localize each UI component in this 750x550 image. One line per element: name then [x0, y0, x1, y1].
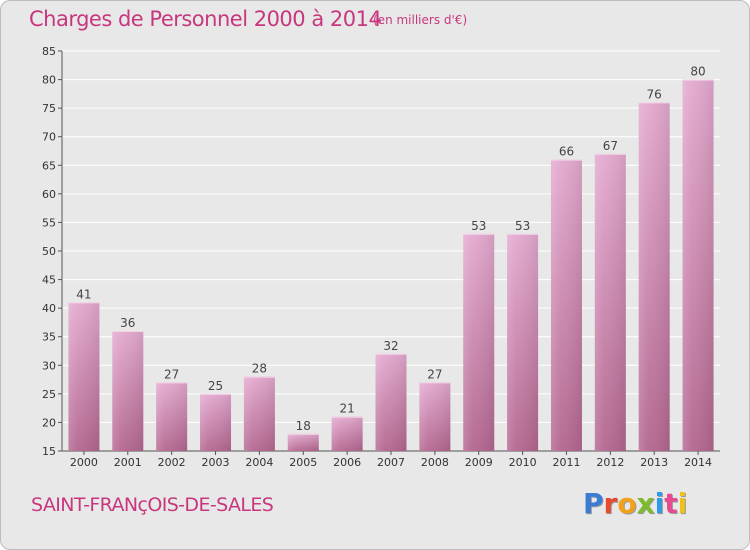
bar-shine	[507, 233, 539, 451]
y-tick-label: 20	[42, 416, 56, 429]
bars	[68, 79, 714, 452]
data-labels: 41 36 27 25 28 18 21 32 27 53 53 66 67 76 80	[76, 65, 705, 433]
chart-title: Charges de Personnel 2000 à 2014	[29, 7, 382, 31]
x-tick-label: 2011	[552, 456, 580, 469]
x-tick-label: 2012	[596, 456, 624, 469]
x-tick-label: 2008	[421, 456, 449, 469]
bar-shine	[112, 331, 144, 451]
y-tick-label: 25	[42, 388, 56, 401]
x-tick-label: 2014	[684, 456, 712, 469]
data-label: 41	[76, 287, 91, 301]
y-tick-label: 15	[42, 445, 56, 458]
data-label: 32	[383, 339, 398, 353]
bar-shine	[156, 382, 188, 451]
logo-letter: i	[677, 487, 688, 520]
y-tick-label: 80	[42, 74, 56, 87]
data-label: 67	[603, 139, 618, 153]
logo-letter: i	[654, 487, 665, 520]
y-tick-label: 35	[42, 331, 56, 344]
data-label: 53	[471, 219, 486, 233]
logo-letter: P	[583, 487, 604, 520]
bar-shine	[200, 393, 232, 451]
proxiti-logo: Proxiti	[583, 487, 687, 520]
data-label: 66	[559, 145, 574, 159]
logo-letter: t	[664, 487, 678, 520]
logo-letter: o	[617, 487, 637, 520]
data-label: 80	[690, 65, 705, 79]
bar-shine	[375, 353, 407, 451]
data-label: 28	[252, 362, 267, 376]
bar-shine	[331, 416, 363, 451]
x-tick-label: 2001	[114, 456, 142, 469]
data-label: 53	[515, 219, 530, 233]
logo-letter: r	[603, 487, 618, 520]
commune-name: SAINT-FRANçOIS-DE-SALES	[31, 494, 274, 516]
x-tick-label: 2003	[202, 456, 230, 469]
data-label: 25	[208, 379, 223, 393]
bar-shine	[243, 376, 275, 451]
data-label: 21	[339, 402, 354, 416]
bar-shine	[419, 382, 451, 451]
data-label: 36	[120, 316, 135, 330]
x-tick-label: 2013	[640, 456, 668, 469]
logo-letter: x	[636, 487, 655, 520]
x-tick-label: 2010	[509, 456, 537, 469]
data-label: 27	[164, 367, 179, 381]
x-tick-label: 2005	[289, 456, 317, 469]
y-tick-label: 70	[42, 131, 56, 144]
y-tick-label: 50	[42, 245, 56, 258]
x-tick-label: 2002	[158, 456, 186, 469]
x-tick-label: 2009	[465, 456, 493, 469]
bar-shine	[550, 159, 582, 452]
data-label: 18	[296, 419, 311, 433]
y-tick-label: 55	[42, 216, 56, 229]
data-label: 27	[427, 367, 442, 381]
bar-shine	[682, 79, 714, 452]
y-tick-label: 45	[42, 274, 56, 287]
bar-shine	[638, 102, 670, 451]
bar-shine	[463, 233, 495, 451]
x-tick-label: 2007	[377, 456, 405, 469]
y-tick-label: 30	[42, 359, 56, 372]
bar-shine	[594, 153, 626, 451]
x-tick-label: 2006	[333, 456, 361, 469]
y-tick-label: 40	[42, 302, 56, 315]
bar-shine	[68, 302, 100, 451]
y-tick-label: 60	[42, 188, 56, 201]
y-tick-label: 65	[42, 159, 56, 172]
data-label: 76	[647, 87, 662, 101]
y-tick-label: 75	[42, 102, 56, 115]
x-tick-label: 2000	[70, 456, 98, 469]
y-tick-label: 85	[42, 45, 56, 58]
bar-shine	[287, 433, 319, 451]
x-tick-label: 2004	[245, 456, 273, 469]
chart-subtitle: (en milliers d'€)	[373, 13, 468, 27]
